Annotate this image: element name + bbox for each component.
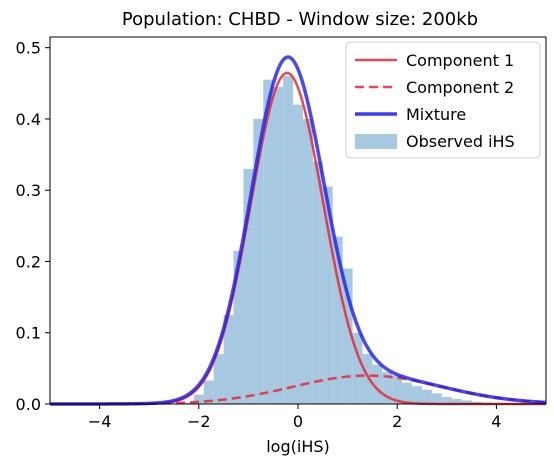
legend-box <box>345 41 541 159</box>
histogram-bar <box>183 402 194 404</box>
y-tick-label: 0.3 <box>16 181 41 200</box>
chart-title: Population: CHBD - Window size: 200kb <box>122 9 478 30</box>
histogram-bar <box>362 354 373 404</box>
y-tick-label: 0.0 <box>16 395 41 414</box>
x-tick-label: 0 <box>293 412 303 431</box>
histogram-bar <box>332 236 343 404</box>
x-tick-label: 2 <box>392 412 402 431</box>
histogram-bar <box>193 394 204 404</box>
histogram-bar <box>382 371 393 404</box>
x-tick-label: 4 <box>491 412 501 431</box>
histogram-bar <box>273 86 284 405</box>
histogram-bar <box>263 79 274 405</box>
y-tick-label: 0.4 <box>16 110 41 129</box>
histogram-bar <box>352 332 363 404</box>
histogram-bar <box>372 364 383 404</box>
histogram-bar <box>302 118 313 405</box>
histogram-bar <box>461 400 472 404</box>
histogram-bar <box>342 268 353 404</box>
histogram-bar <box>451 399 462 404</box>
histogram-bar <box>253 118 264 405</box>
legend: Component 1 Component 2 Mixture Observed iH… <box>345 41 541 159</box>
legend-label: Component 1 <box>406 51 514 70</box>
histogram-bar <box>283 76 294 404</box>
x-axis: −4 −2 0 2 4 <box>88 404 501 431</box>
histogram-bar <box>412 386 422 404</box>
x-axis-label: log(iHS) <box>266 437 330 456</box>
histogram <box>183 76 492 405</box>
histogram-bar <box>203 380 214 404</box>
histogram-bar <box>422 389 432 404</box>
histogram-bar <box>441 396 452 404</box>
histogram-bar <box>402 382 413 404</box>
y-tick-label: 0.5 <box>16 39 41 58</box>
legend-swatch <box>355 134 397 149</box>
histogram-bar <box>431 393 442 404</box>
y-tick-label: 0.2 <box>16 252 41 271</box>
y-axis: 0.0 0.1 0.2 0.3 0.4 0.5 <box>16 39 50 414</box>
y-tick-label: 0.1 <box>16 324 41 343</box>
histogram-bar <box>312 161 323 404</box>
legend-label: Mixture <box>406 105 466 124</box>
histogram-bar <box>293 104 303 404</box>
x-tick-label: −4 <box>88 412 112 431</box>
histogram-bar <box>243 168 254 404</box>
legend-label: Observed iHS <box>406 132 515 151</box>
histogram-bar <box>392 375 403 404</box>
legend-label: Component 2 <box>406 78 514 97</box>
histogram-bar <box>322 186 333 404</box>
histogram-bar <box>213 354 224 404</box>
x-tick-label: −2 <box>187 412 211 431</box>
histogram-bar <box>233 250 244 404</box>
histogram-bar <box>223 314 234 404</box>
